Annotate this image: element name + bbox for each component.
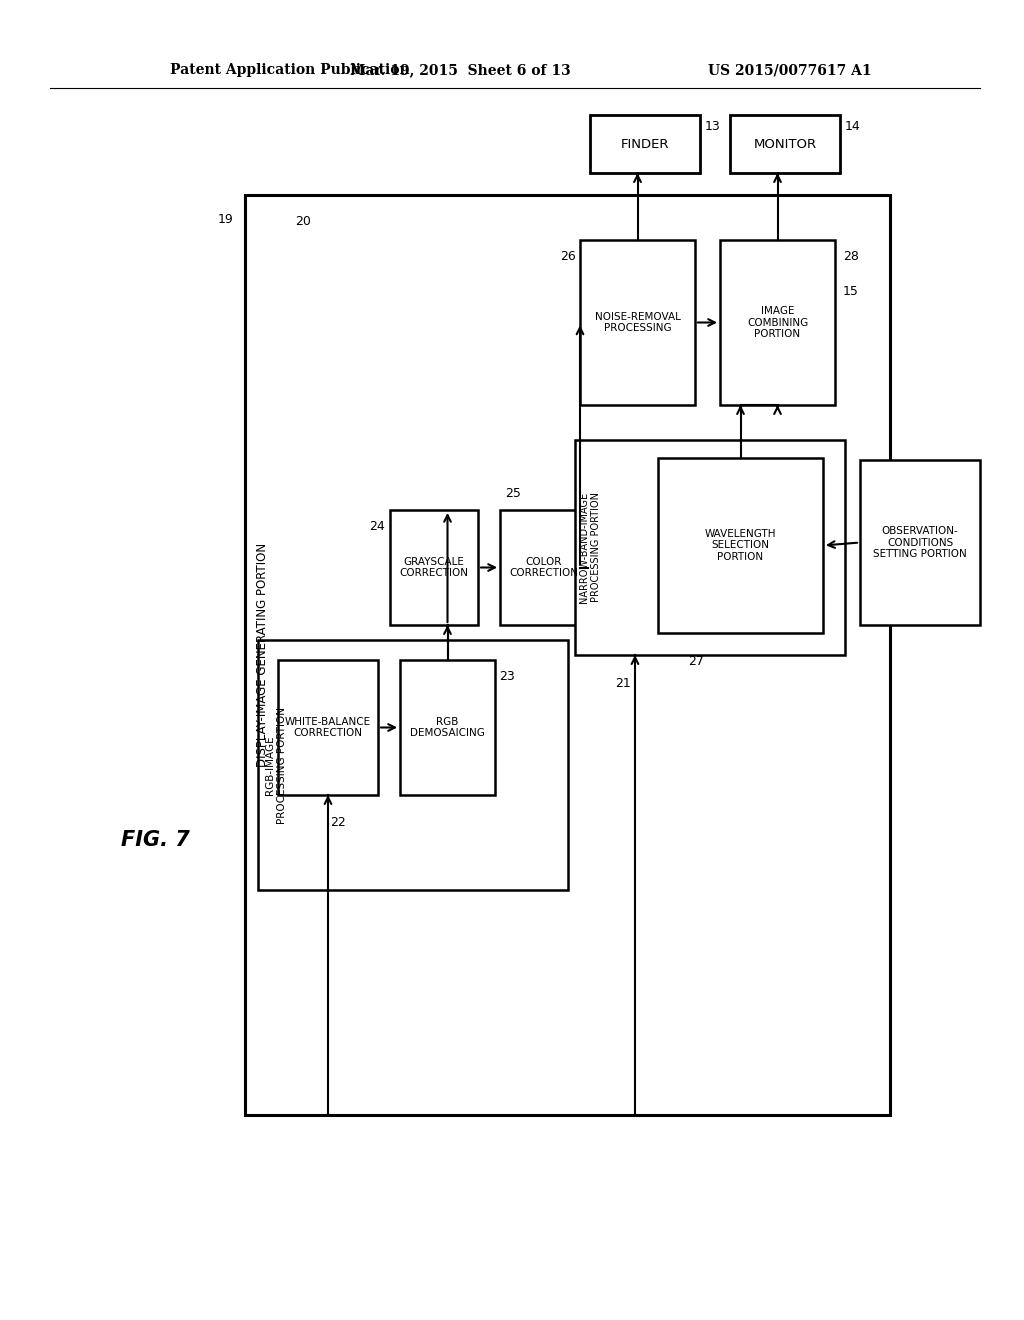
Bar: [730, 115, 840, 173]
Text: US 2015/0077617 A1: US 2015/0077617 A1: [709, 63, 871, 77]
Text: NOISE-REMOVAL
PROCESSING: NOISE-REMOVAL PROCESSING: [595, 312, 680, 333]
Bar: [580, 240, 695, 405]
Bar: [390, 510, 478, 624]
Text: Mar. 19, 2015  Sheet 6 of 13: Mar. 19, 2015 Sheet 6 of 13: [349, 63, 570, 77]
Text: 15: 15: [843, 285, 859, 298]
Text: COLOR
CORRECTION: COLOR CORRECTION: [510, 557, 579, 578]
Text: 25: 25: [505, 487, 521, 500]
Text: 28: 28: [843, 249, 859, 263]
Text: 27: 27: [688, 655, 703, 668]
Text: 13: 13: [705, 120, 721, 133]
Text: FINDER: FINDER: [621, 137, 670, 150]
Text: MONITOR: MONITOR: [754, 137, 816, 150]
Bar: [658, 458, 823, 634]
Text: 19: 19: [217, 213, 233, 226]
Text: 20: 20: [295, 215, 311, 228]
Bar: [575, 440, 845, 655]
Text: WHITE-BALANCE
CORRECTION: WHITE-BALANCE CORRECTION: [285, 717, 371, 738]
Bar: [720, 240, 835, 405]
Text: WAVELENGTH
SELECTION
PORTION: WAVELENGTH SELECTION PORTION: [705, 529, 776, 562]
Text: 21: 21: [615, 677, 631, 690]
Text: FIG. 7: FIG. 7: [121, 830, 189, 850]
Text: RGB
DEMOSAICING: RGB DEMOSAICING: [410, 717, 485, 738]
Bar: [590, 115, 700, 173]
Text: 23: 23: [499, 671, 515, 682]
Text: 26: 26: [560, 249, 575, 263]
Bar: [400, 660, 495, 795]
Bar: [500, 510, 588, 624]
Text: RGB-IMAGE
PROCESSING PORTION: RGB-IMAGE PROCESSING PORTION: [265, 706, 287, 824]
Bar: [245, 195, 890, 1115]
Text: Patent Application Publication: Patent Application Publication: [170, 63, 410, 77]
Text: OBSERVATION-
CONDITIONS
SETTING PORTION: OBSERVATION- CONDITIONS SETTING PORTION: [873, 525, 967, 560]
Text: 24: 24: [370, 520, 385, 533]
Bar: [860, 459, 980, 624]
Text: 22: 22: [330, 817, 346, 829]
Text: 14: 14: [845, 120, 861, 133]
Text: NARROW-BAND-IMAGE
PROCESSING PORTION: NARROW-BAND-IMAGE PROCESSING PORTION: [580, 492, 601, 603]
Text: DISPLAY-IMAGE GENERATING PORTION: DISPLAY-IMAGE GENERATING PORTION: [256, 543, 269, 767]
Text: IMAGE
COMBINING
PORTION: IMAGE COMBINING PORTION: [746, 306, 808, 339]
Bar: [278, 660, 378, 795]
Bar: [258, 640, 568, 890]
Text: GRAYSCALE
CORRECTION: GRAYSCALE CORRECTION: [399, 557, 469, 578]
